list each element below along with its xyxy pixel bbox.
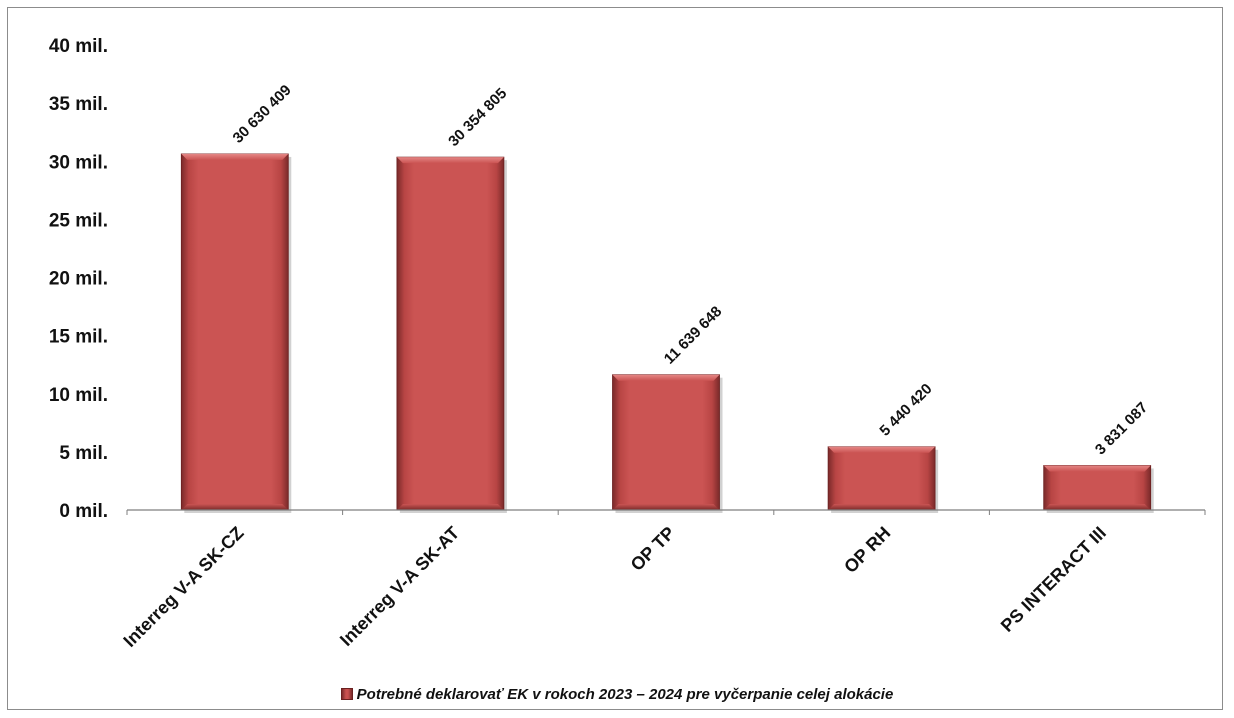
bar-bottom-bevel [828,504,936,510]
x-tick-label: OP RH [840,523,894,577]
legend: Potrebné deklarovať EK v rokoch 2023 – 2… [0,686,1234,703]
legend-swatch-icon [340,688,353,700]
bar-body [827,446,936,511]
x-axis: Interreg V-A SK-CZ Interreg V-A SK-AT OP T… [119,509,1206,651]
data-label: 11 639 648 [661,303,726,368]
bar-bottom-bevel [181,504,289,510]
bar [827,446,939,513]
legend-label: Potrebné deklarovať EK v rokoch 2023 – 2… [356,686,894,703]
x-tick-label: Interreg V-A SK-CZ [119,523,247,651]
x-tick-label: Interreg V-A SK-AT [336,523,463,650]
y-axis: 0 mil. 5 mil. 10 mil. 15 mil. 20 mil. 25 mil.… [49,36,108,522]
bar-top-bevel [612,374,720,381]
bars [180,153,1154,513]
bar-body [1043,465,1152,511]
data-label: 3 831 087 [1092,399,1151,458]
bar-bottom-bevel [612,504,720,510]
data-label: 30 354 805 [445,85,510,150]
bar [1043,465,1154,513]
bar [180,153,292,513]
bar-top-bevel [396,157,504,164]
bar-top-bevel [181,153,289,160]
bar [396,156,507,513]
y-tick-label: 25 mil. [49,210,108,231]
data-label: 5 440 420 [876,380,935,439]
x-tick-label: PS INTERACT III [997,523,1110,636]
bar-bottom-bevel [1043,504,1151,510]
y-tick-label: 10 mil. [49,385,108,406]
y-tick-label: 35 mil. [49,94,108,115]
bar [612,374,723,513]
y-tick-label: 40 mil. [49,36,108,57]
bar-top-bevel [828,446,936,453]
bar-body [612,374,720,511]
bar-bottom-bevel [396,504,504,510]
bar-body [180,153,289,511]
data-label: 30 630 409 [230,82,295,147]
x-tick-label: OP TP [627,523,679,575]
y-tick-label: 20 mil. [49,269,108,290]
bar-top-bevel [1043,465,1151,472]
bar-body [396,156,505,511]
y-tick-label: 30 mil. [49,152,108,173]
y-tick-label: 0 mil. [59,501,108,522]
y-tick-label: 15 mil. [49,327,108,348]
y-tick-label: 5 mil. [59,443,108,464]
